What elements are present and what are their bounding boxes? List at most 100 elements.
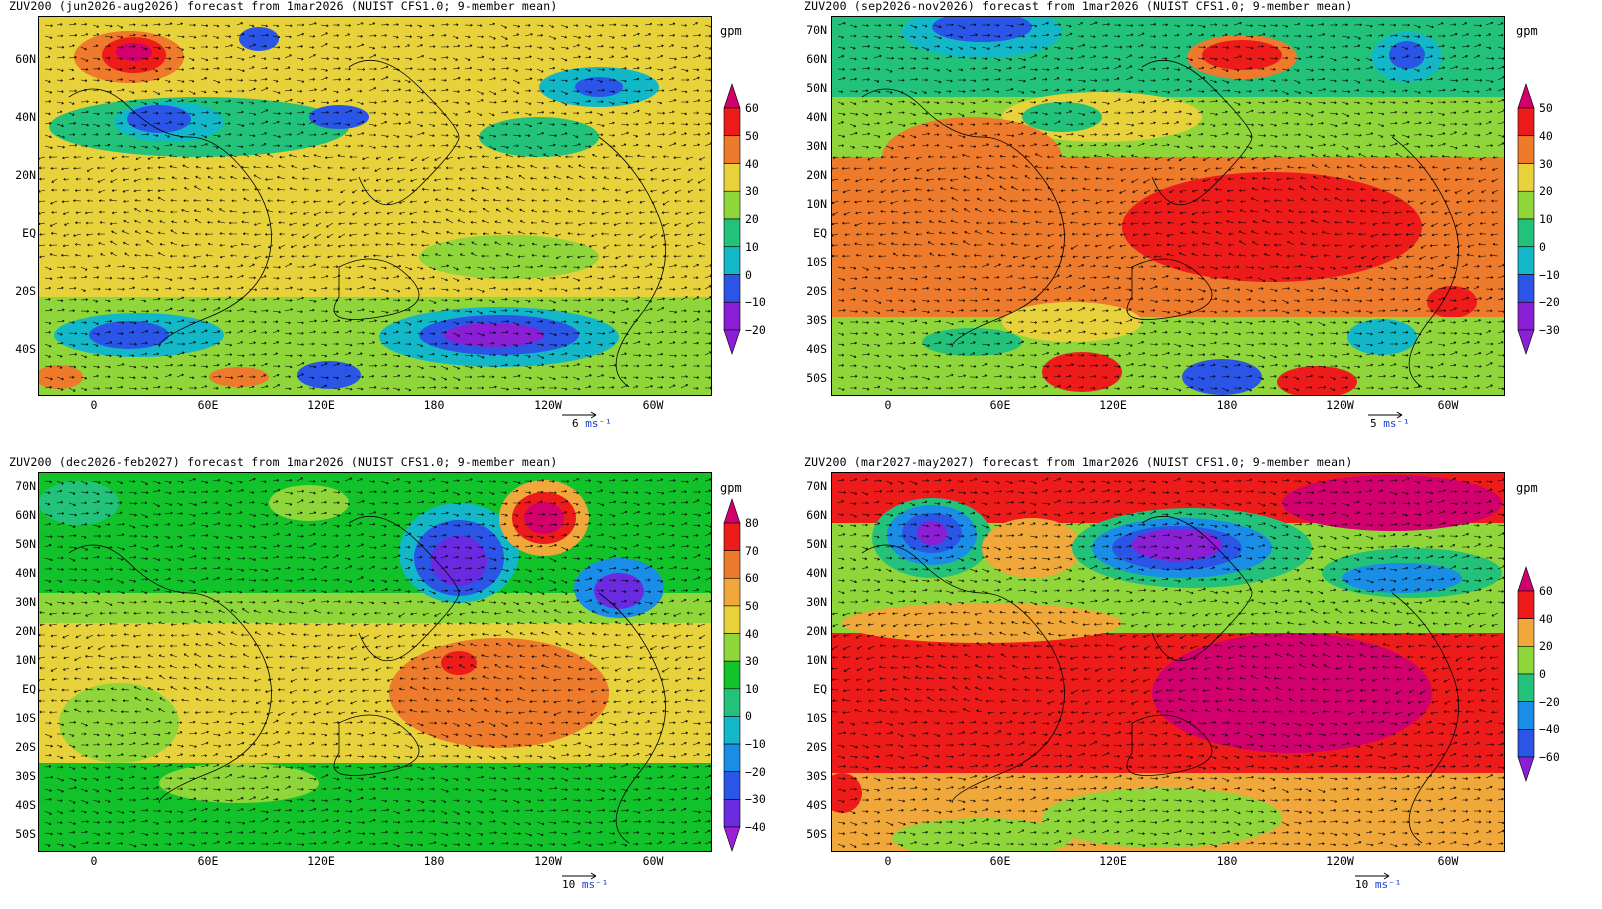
colorbar-box — [723, 218, 741, 248]
lat-label: 70N — [15, 479, 36, 493]
lat-label: 30S — [806, 313, 827, 327]
colorbar-label: −10 — [1539, 267, 1560, 282]
colorbar-box — [1517, 190, 1535, 220]
lon-label: 120E — [307, 854, 335, 868]
colorbar-box — [723, 135, 741, 164]
colorbar-label: 60 — [745, 101, 759, 115]
colorbar-label: −30 — [745, 792, 766, 807]
reference-vector: 5 ms⁻¹ — [1368, 411, 1410, 430]
lon-label: 180 — [1216, 854, 1238, 868]
lon-label: 60W — [1437, 398, 1459, 412]
colorbar-box — [723, 274, 741, 303]
lon-label: 60W — [1437, 854, 1459, 868]
lat-label: 20S — [806, 740, 827, 754]
colorbar-label: −20 — [1539, 694, 1560, 709]
wind-vectors — [832, 477, 1504, 848]
colorbar-label: 20 — [1539, 639, 1553, 654]
colorbar-label: 20 — [745, 212, 759, 226]
lat-label: 20S — [15, 740, 36, 754]
map-area — [831, 16, 1505, 396]
colorbar-top-triangle — [1517, 83, 1535, 109]
colorbar-label: 20 — [1539, 184, 1553, 199]
lon-label: 120E — [1099, 854, 1127, 868]
lon-label: 120E — [1099, 398, 1127, 412]
unit-label: gpm — [1516, 481, 1538, 495]
colorbar-label: −40 — [745, 820, 766, 834]
colorbar-box — [723, 799, 741, 828]
unit-label: gpm — [720, 24, 742, 38]
colorbar-box — [1517, 135, 1535, 164]
lat-label: EQ — [22, 682, 36, 696]
reference-vector: 6 ms⁻¹ — [562, 411, 612, 430]
colorbar-box — [723, 660, 741, 690]
lat-label: 40S — [806, 342, 827, 356]
colorbar-label: −20 — [1539, 295, 1560, 310]
panel-jja: ZUV200 (jun2026-aug2026) forecast from 1… — [0, 0, 800, 450]
colorbar-box — [723, 246, 741, 275]
lat-label: 60N — [806, 508, 827, 522]
reference-vector-value: 6 — [572, 417, 579, 430]
colorbar-label: −40 — [1539, 722, 1560, 737]
lat-label: 50N — [806, 537, 827, 551]
reference-vector: 10 ms⁻¹ — [1355, 872, 1401, 891]
lat-label: 50S — [806, 371, 827, 385]
lat-label: 70N — [806, 23, 827, 37]
colorbar-label: 0 — [745, 267, 752, 282]
colorbar-box — [723, 577, 741, 607]
lon-label: 120W — [534, 398, 562, 412]
colorbar-label: 60 — [1539, 584, 1553, 598]
lat-label: 50N — [806, 81, 827, 95]
lat-label: 10N — [806, 197, 827, 211]
lon-label: 0 — [90, 398, 98, 412]
colorbar-label: 50 — [745, 128, 759, 143]
colorbar-top-triangle — [723, 498, 741, 524]
panel-title: ZUV200 (mar2027-may2027) forecast from 1… — [804, 455, 1353, 469]
lon-label: 0 — [884, 854, 892, 868]
colorbar-label: 10 — [1539, 212, 1553, 226]
colorbar-label: 30 — [745, 654, 759, 669]
lat-label: 40S — [15, 342, 36, 356]
lat-label: 10S — [806, 255, 827, 269]
wind-vectors — [39, 22, 711, 392]
wind-arrows — [39, 22, 711, 392]
lat-label: EQ — [813, 226, 827, 240]
colorbar — [1517, 566, 1535, 782]
colorbar-label: −10 — [745, 737, 766, 752]
map-area — [831, 472, 1505, 852]
lat-label: 30N — [15, 595, 36, 609]
lat-label: 60N — [15, 52, 36, 66]
lat-label: 40N — [806, 566, 827, 580]
colorbar-label: 0 — [1539, 239, 1546, 254]
lat-label: 50N — [15, 537, 36, 551]
panel-mam: ZUV200 (mar2027-may2027) forecast from 1… — [800, 455, 1602, 909]
panel-title: ZUV200 (jun2026-aug2026) forecast from 1… — [9, 0, 558, 13]
lat-label: 20N — [15, 168, 36, 182]
colorbar-label: 40 — [1539, 128, 1553, 143]
colorbar-box — [723, 688, 741, 717]
lat-label: 10N — [806, 653, 827, 667]
colorbar-label: 30 — [745, 184, 759, 199]
colorbar-box — [1517, 246, 1535, 275]
colorbar-box — [723, 163, 741, 192]
colorbar-label: 50 — [1539, 101, 1553, 115]
lat-label: 20S — [806, 284, 827, 298]
colorbar-label: 50 — [745, 598, 759, 613]
colorbar-label: 10 — [745, 239, 759, 254]
colorbar-box — [723, 301, 741, 331]
lon-label: 180 — [1216, 398, 1238, 412]
lat-label: 10N — [15, 653, 36, 667]
map-area — [38, 16, 712, 396]
lat-label: 40N — [15, 566, 36, 580]
lon-label: 180 — [423, 398, 445, 412]
colorbar-box — [723, 550, 741, 579]
field-map — [39, 17, 711, 395]
colorbar-box — [1517, 590, 1535, 619]
lon-label: 60E — [989, 854, 1011, 868]
lat-label: 40S — [806, 798, 827, 812]
lon-label: 180 — [423, 854, 445, 868]
colorbar-bottom-triangle — [723, 826, 741, 852]
colorbar-label: 40 — [1539, 611, 1553, 626]
wind-vectors — [39, 477, 711, 848]
wind-arrows — [832, 477, 1504, 848]
colorbar-box — [1517, 301, 1535, 331]
